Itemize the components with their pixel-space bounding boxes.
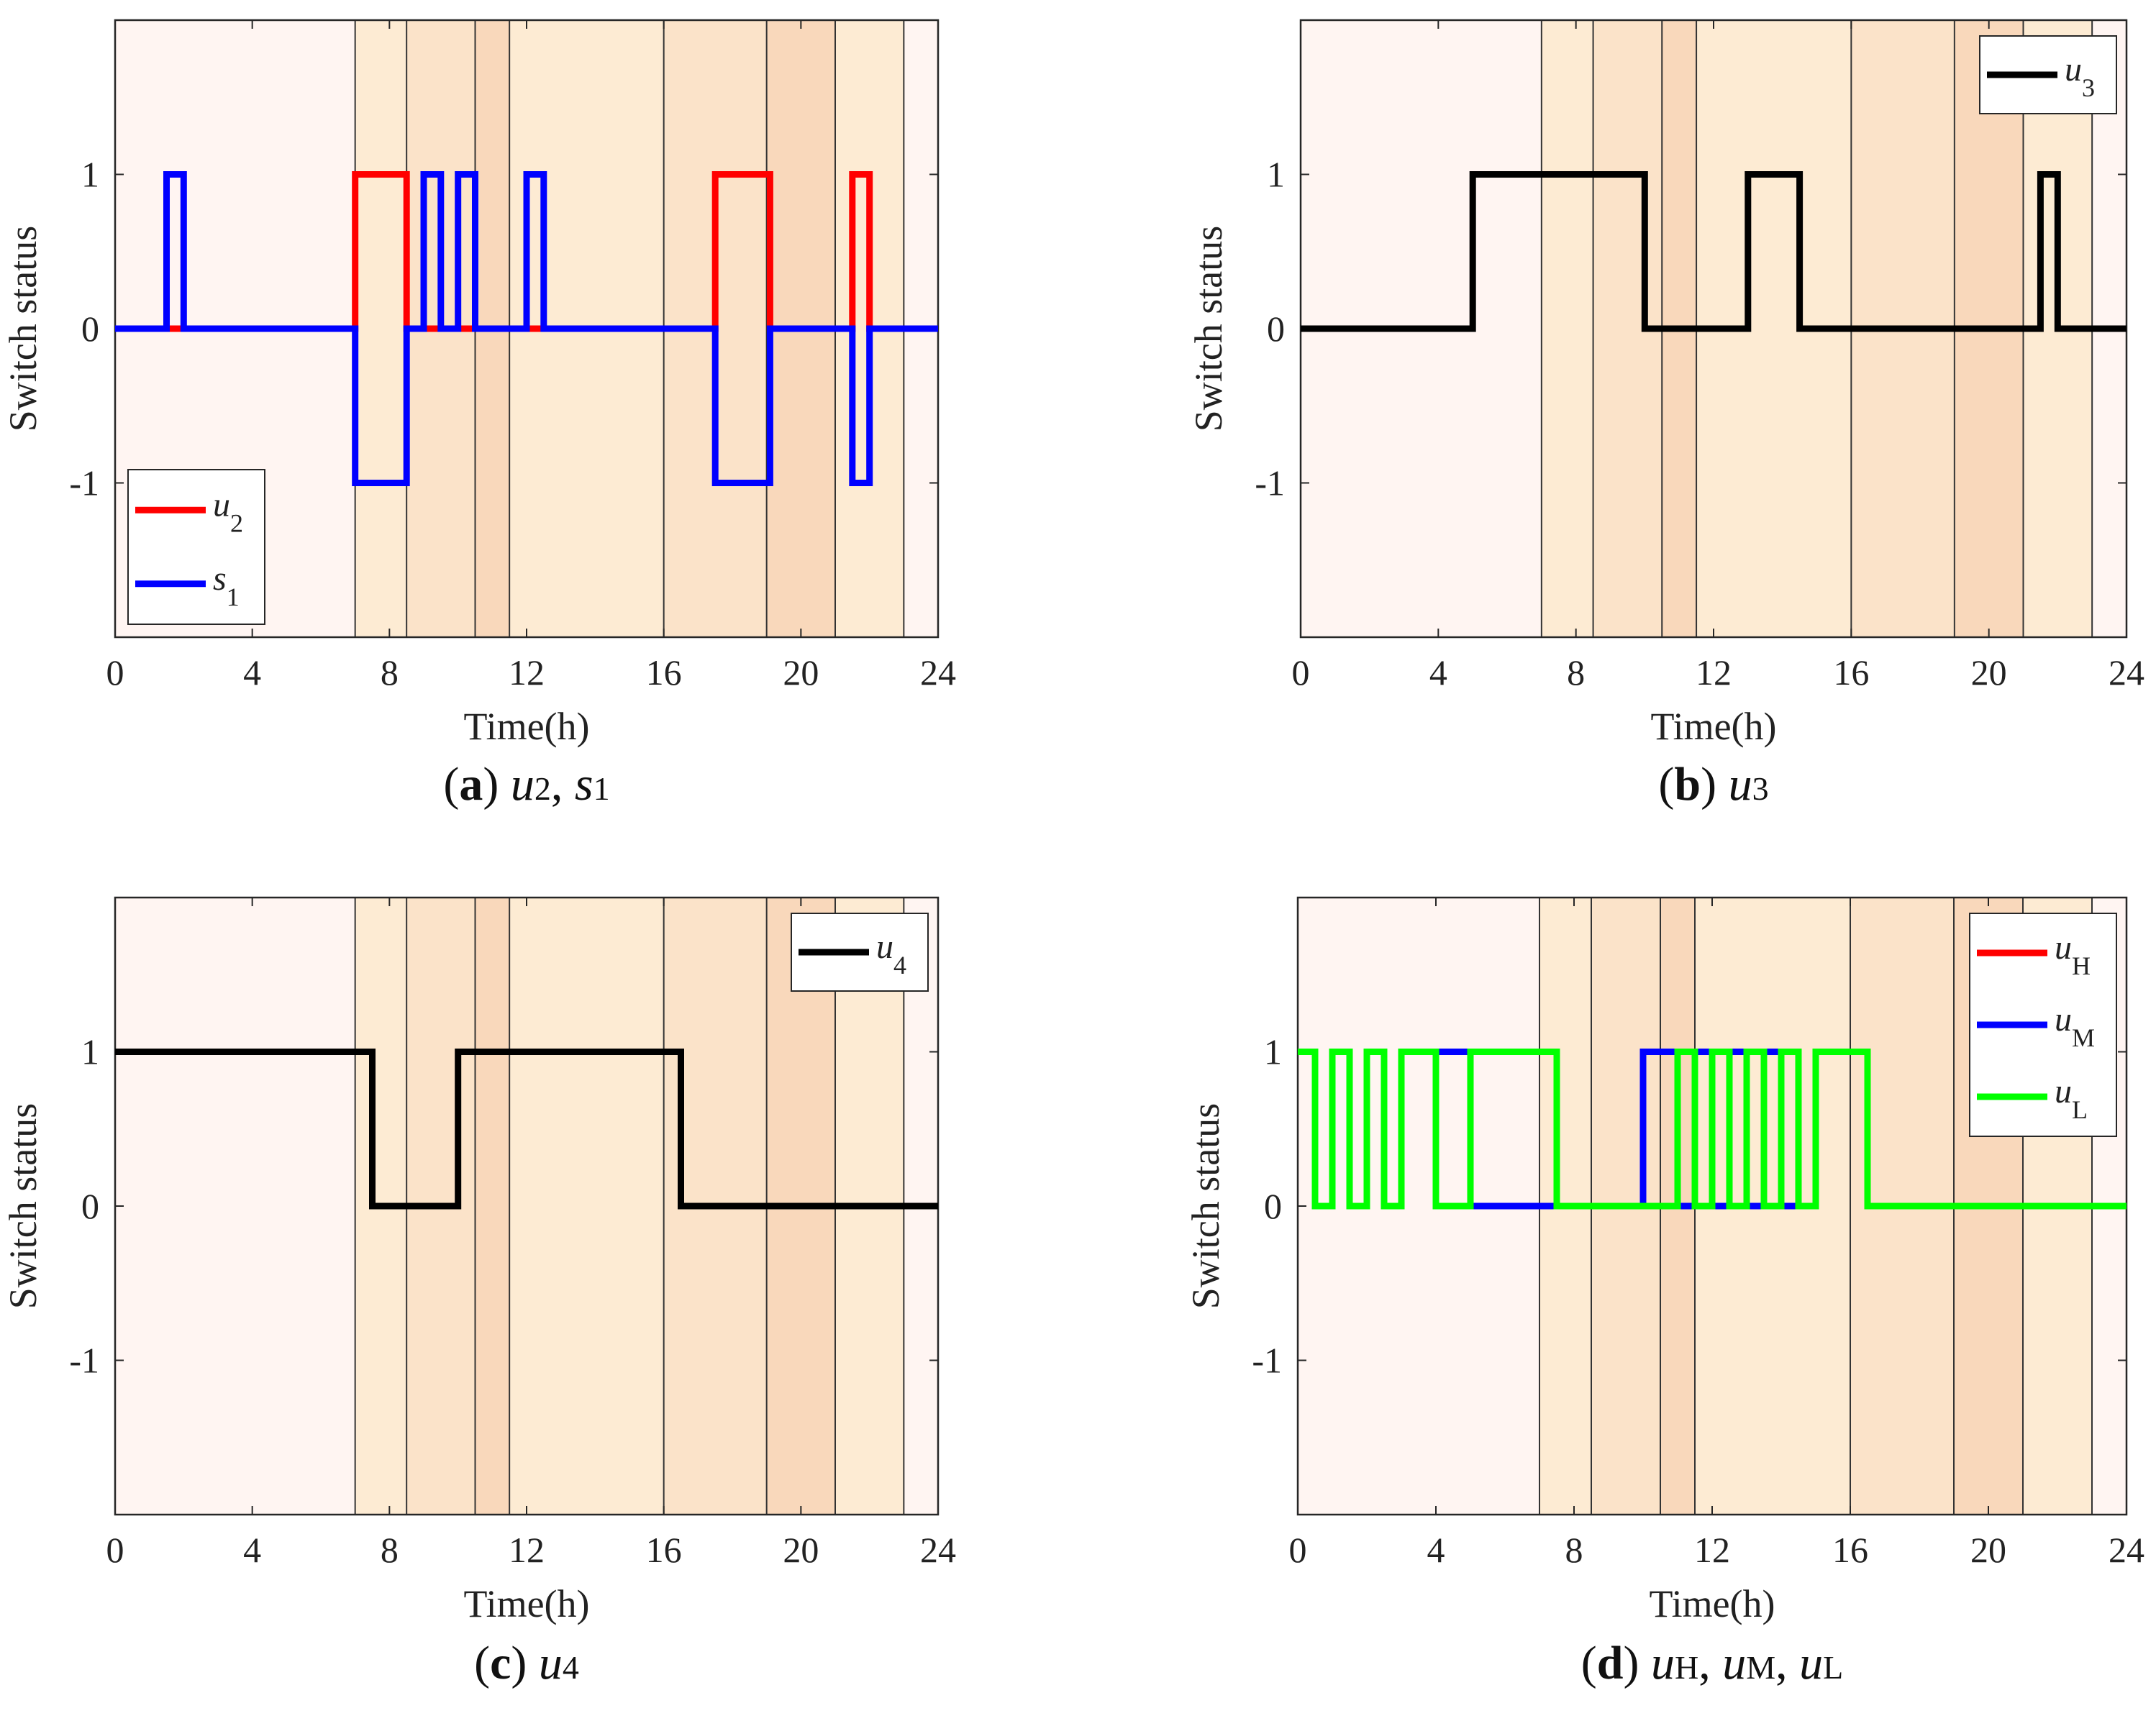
x-tick-label: 8 (1567, 652, 1585, 693)
series-line-u-2 (115, 171, 938, 332)
background-band (509, 898, 664, 1515)
x-tick-label: 24 (2109, 1530, 2144, 1570)
x-tick-label: 20 (1971, 652, 2007, 693)
series-line-u-3 (1301, 171, 2127, 332)
y-tick-label: -1 (69, 1341, 99, 1381)
legend: u3 (1979, 35, 2117, 114)
panel-caption: (c) u4 (474, 1637, 579, 1689)
background-band (1541, 20, 1593, 637)
series-line-s-1 (115, 171, 938, 486)
x-tick-label: 16 (646, 652, 682, 693)
x-tick-label: 4 (1427, 1530, 1445, 1570)
x-tick-label: 0 (106, 652, 124, 693)
panel-caption: (b) u3 (1658, 758, 1768, 811)
x-tick-label: 12 (509, 652, 545, 693)
background-band (355, 20, 407, 637)
y-tick-label: 0 (81, 309, 99, 349)
x-tick-label: 0 (106, 1530, 124, 1570)
panel-b: 0 4 8 12 16 20 24 -1 0 1 Time(h) Switch status u3 (b)… (1187, 19, 2144, 811)
x-axis-label: Time(h) (463, 1582, 589, 1625)
legend-entry: uL (2055, 1072, 2088, 1124)
y-tick-label: 0 (81, 1186, 99, 1226)
x-tick-label: 0 (1292, 652, 1310, 693)
x-axis-label: Time(h) (1649, 1582, 1775, 1625)
x-tick-label: 8 (381, 1530, 399, 1570)
x-tick-label: 16 (1832, 1530, 1868, 1570)
x-tick-label: 4 (243, 652, 261, 693)
legend: u4 (791, 913, 929, 992)
legend-entry: u4 (876, 928, 906, 980)
x-tick-label: 0 (1289, 1530, 1307, 1570)
x-tick-label: 16 (646, 1530, 682, 1570)
panel-c: 0 4 8 12 16 20 24 -1 0 1 Time(h) Switch status u4 (c)… (1, 896, 956, 1689)
y-axis-label: Switch status (1184, 1103, 1227, 1310)
legend-entry: uM (2055, 1000, 2095, 1052)
y-tick-label: 1 (1267, 155, 1285, 195)
x-tick-label: 24 (920, 1530, 956, 1570)
x-tick-label: 16 (1833, 652, 1869, 693)
x-tick-label: 4 (243, 1530, 261, 1570)
legend-box (127, 469, 265, 625)
x-axis-label: Time(h) (463, 705, 589, 748)
y-tick-label: 1 (1264, 1032, 1282, 1072)
x-tick-label: 12 (1694, 1530, 1730, 1570)
x-tick-label: 20 (1970, 1530, 2006, 1570)
y-tick-label: 0 (1267, 309, 1285, 349)
legend-entry: u3 (2065, 50, 2095, 102)
x-tick-label: 12 (509, 1530, 545, 1570)
legend-entry: u2 (213, 485, 243, 537)
series-line-u-L (1298, 1049, 2127, 1210)
x-tick-label: 24 (2109, 652, 2144, 693)
legend-entry: s1 (213, 560, 240, 611)
x-tick-label: 20 (783, 1530, 819, 1570)
x-tick-label: 8 (381, 652, 399, 693)
series-line-u-4 (115, 1049, 938, 1210)
y-tick-label: 1 (81, 155, 99, 195)
background-band (475, 898, 510, 1515)
y-tick-label: 0 (1264, 1186, 1282, 1226)
x-tick-label: 12 (1696, 652, 1732, 693)
y-tick-label: -1 (69, 463, 99, 503)
y-axis-label: Switch status (1, 1103, 45, 1310)
panel-caption: (a) u2, s1 (443, 758, 609, 811)
y-axis-label: Switch status (1187, 226, 1230, 432)
x-tick-label: 8 (1565, 1530, 1583, 1570)
y-tick-label: 1 (81, 1032, 99, 1072)
x-tick-label: 4 (1429, 652, 1447, 693)
x-tick-label: 20 (783, 652, 819, 693)
y-axis-label: Switch status (1, 226, 45, 432)
background-band (115, 898, 355, 1515)
panel-caption: (d) uH, uM, uL (1581, 1637, 1843, 1689)
x-axis-label: Time(h) (1650, 705, 1776, 748)
legend-entry: uH (2055, 928, 2091, 980)
y-tick-label: -1 (1255, 463, 1285, 503)
legend: uH uM uL (1969, 913, 2117, 1137)
x-tick-label: 24 (920, 652, 956, 693)
y-tick-label: -1 (1252, 1341, 1282, 1381)
